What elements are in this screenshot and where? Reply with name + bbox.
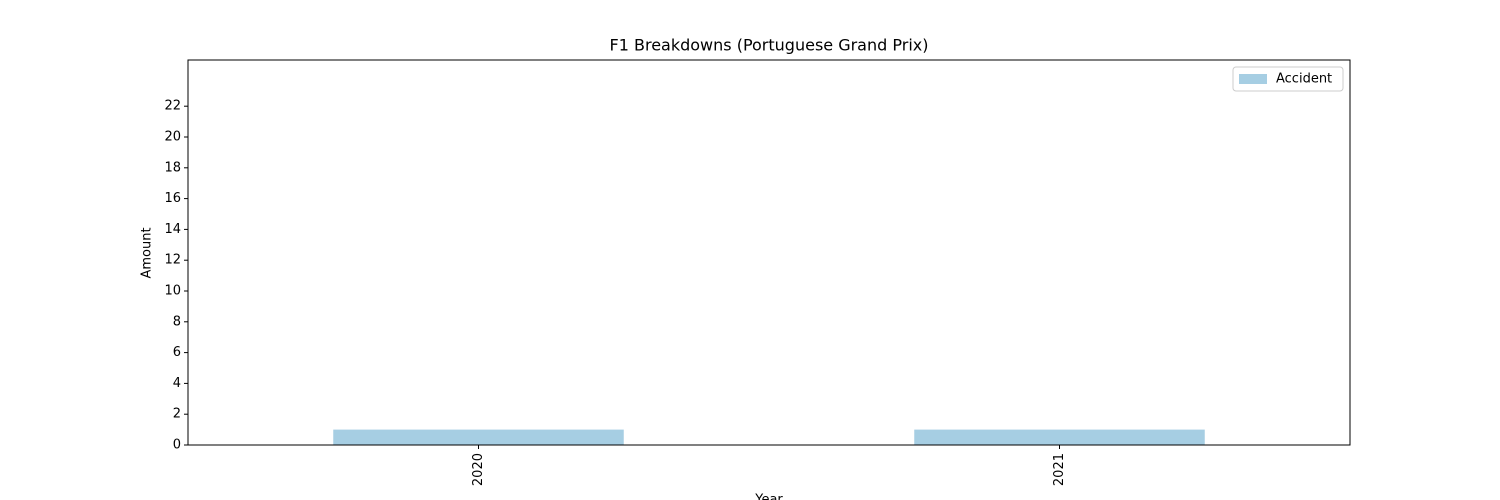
y-tick-label: 6 — [173, 345, 181, 360]
y-tick-label: 18 — [164, 160, 181, 175]
x-tick-label: 2020 — [471, 453, 486, 486]
bar — [333, 429, 624, 445]
x-tick-label: 2021 — [1052, 453, 1067, 486]
legend-swatch — [1239, 74, 1267, 84]
y-tick-label: 14 — [164, 222, 181, 237]
y-tick-label: 20 — [164, 130, 181, 145]
y-axis-label: Amount — [140, 227, 155, 278]
chart-title: F1 Breakdowns (Portuguese Grand Prix) — [610, 36, 929, 55]
y-tick-label: 16 — [164, 191, 181, 206]
y-tick-label: 12 — [164, 253, 181, 268]
plot-frame — [187, 59, 1351, 446]
y-tick-label: 22 — [164, 99, 181, 114]
bar — [914, 429, 1205, 445]
legend-label: Accident — [1276, 72, 1332, 87]
y-tick-label: 0 — [173, 438, 181, 453]
y-tick-label: 10 — [164, 284, 181, 299]
x-axis-label: Year — [754, 493, 783, 500]
legend-box — [1232, 66, 1344, 92]
y-tick-label: 4 — [173, 376, 181, 391]
y-tick-label: 2 — [173, 407, 181, 422]
y-tick-label: 8 — [173, 314, 181, 329]
